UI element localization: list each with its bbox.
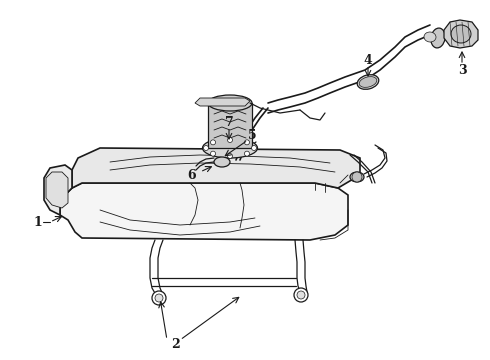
Circle shape: [251, 145, 256, 150]
Circle shape: [352, 172, 362, 182]
Circle shape: [227, 153, 232, 158]
Circle shape: [152, 291, 166, 305]
Ellipse shape: [424, 32, 436, 42]
Circle shape: [227, 138, 232, 143]
Ellipse shape: [451, 25, 471, 43]
Polygon shape: [195, 98, 250, 106]
Text: 6: 6: [188, 168, 196, 181]
Circle shape: [245, 140, 249, 145]
Polygon shape: [44, 165, 72, 215]
Text: 5: 5: [247, 129, 256, 141]
Ellipse shape: [214, 157, 230, 167]
Circle shape: [211, 140, 216, 145]
Polygon shape: [72, 148, 360, 188]
Text: 1: 1: [34, 216, 42, 229]
Polygon shape: [444, 20, 478, 48]
Ellipse shape: [350, 172, 364, 182]
Circle shape: [211, 151, 216, 156]
Ellipse shape: [208, 95, 252, 111]
Polygon shape: [46, 172, 68, 208]
Circle shape: [155, 294, 163, 302]
Ellipse shape: [359, 77, 377, 87]
Ellipse shape: [357, 75, 379, 89]
Circle shape: [297, 291, 305, 299]
Circle shape: [203, 145, 209, 150]
Ellipse shape: [431, 28, 445, 48]
Polygon shape: [208, 103, 252, 148]
Circle shape: [245, 151, 249, 156]
Circle shape: [294, 288, 308, 302]
Text: 7: 7: [224, 116, 233, 129]
Polygon shape: [60, 183, 348, 240]
Ellipse shape: [202, 138, 258, 158]
Text: 2: 2: [171, 338, 179, 351]
Text: 4: 4: [364, 54, 372, 67]
Text: 3: 3: [458, 63, 466, 77]
